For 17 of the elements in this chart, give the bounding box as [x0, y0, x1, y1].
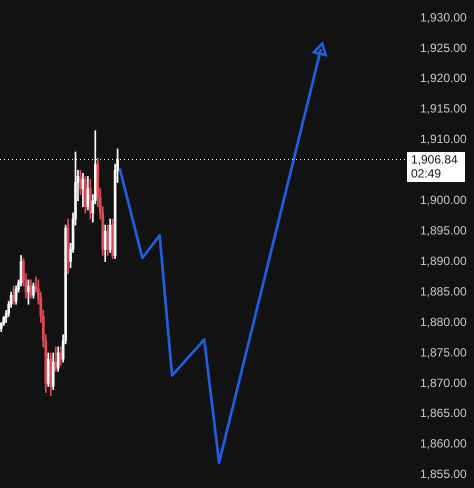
y-tick-label: 1,930.00 [420, 10, 468, 24]
y-tick-label: 1,880.00 [420, 314, 468, 329]
text: 02:49 [411, 166, 442, 180]
y-tick-label: 1,865.00 [420, 406, 468, 420]
ref-line-label: 1,906.84 [411, 152, 458, 166]
y-tick-label: 1,895.00 [420, 223, 468, 238]
y-tick-label: 1,855.00 [420, 467, 468, 482]
y-tick-label: 1,890.00 [420, 254, 468, 268]
y-tick-label: 1,870.00 [420, 376, 468, 390]
y-tick-label: 1,900.00 [420, 193, 468, 208]
y-tick-label: 1,915.00 [420, 102, 468, 116]
y-tick-label: 1,920.00 [420, 71, 468, 86]
y-tick-label: 1,925.00 [420, 40, 468, 55]
y-tick-label: 1,885.00 [420, 284, 468, 298]
y-tick-label: 1,875.00 [420, 345, 468, 360]
y-tick-label: 1,860.00 [420, 436, 468, 451]
y-tick-label: 1,910.00 [420, 132, 468, 146]
